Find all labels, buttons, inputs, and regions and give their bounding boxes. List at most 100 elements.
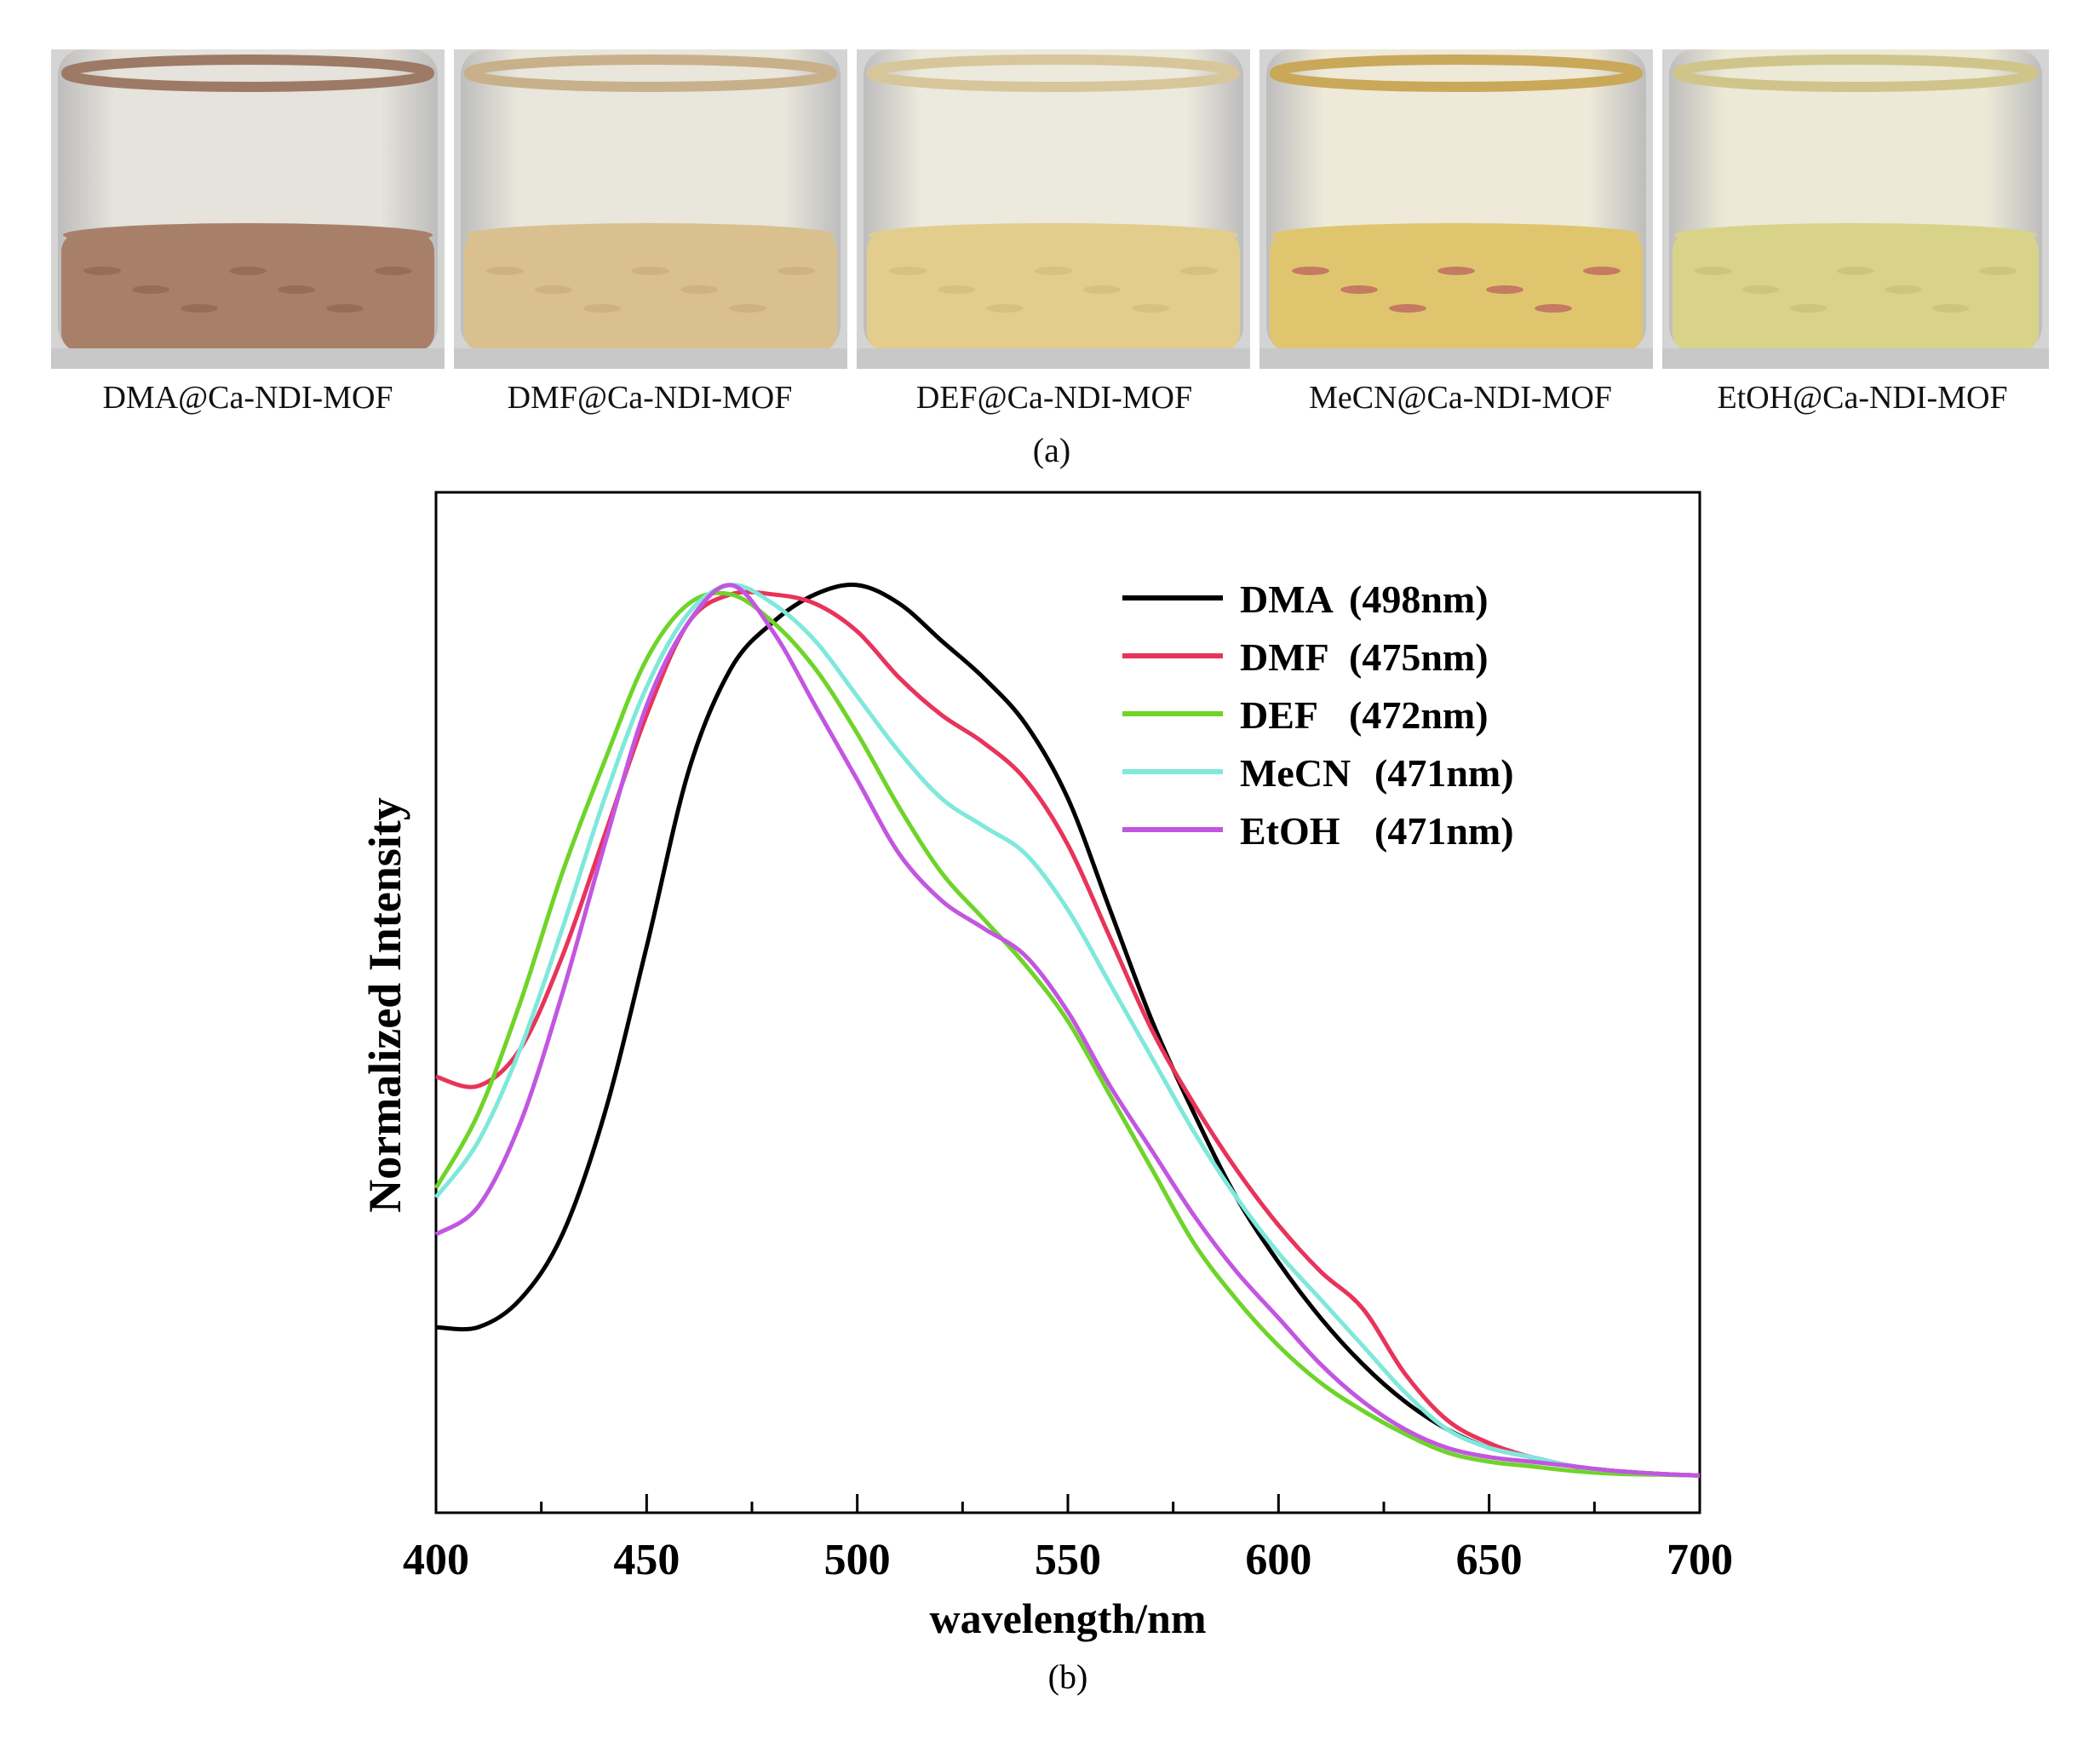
powder-surface xyxy=(63,223,433,247)
legend-label: EtOH xyxy=(1240,809,1340,853)
powder-speck xyxy=(486,267,524,275)
legend-peak: (472nm) xyxy=(1349,693,1489,737)
vial-rim xyxy=(61,55,434,92)
powder-speck xyxy=(326,304,364,313)
vial-caption-def: DEF@Ca-NDI-MOF xyxy=(915,380,1193,416)
powder-surface xyxy=(1271,223,1641,247)
legend-peak: (471nm) xyxy=(1374,751,1514,795)
vial-caption-dmf: DMF@Ca-NDI-MOF xyxy=(507,380,793,416)
powder-speck xyxy=(83,267,121,275)
powder-speck xyxy=(680,285,718,294)
powder-speck xyxy=(889,267,927,275)
vial-powder xyxy=(867,233,1240,352)
x-tick-label: 450 xyxy=(613,1536,680,1584)
powder-speck xyxy=(1389,304,1426,313)
vial-rim xyxy=(464,55,837,92)
vial-drawing xyxy=(454,49,847,369)
powder-speck xyxy=(1837,267,1874,275)
panel-a-label: (a) xyxy=(1032,431,1071,469)
vial-powder xyxy=(1270,233,1643,352)
legend-label: DEF xyxy=(1240,693,1318,737)
photo-bench xyxy=(1259,348,1653,369)
powder-speck xyxy=(1437,267,1475,275)
photo-bench xyxy=(1662,348,2049,369)
photo-bench xyxy=(51,348,445,369)
powder-speck xyxy=(1535,304,1572,313)
series-line-etoh xyxy=(434,583,1701,1478)
vial-photo-dmf xyxy=(454,49,847,369)
powder-speck xyxy=(1486,285,1523,294)
legend-label: MeCN xyxy=(1240,751,1351,795)
powder-surface xyxy=(466,223,835,247)
vial-photo-def xyxy=(857,49,1250,369)
powder-speck xyxy=(1292,267,1329,275)
powder-speck xyxy=(1741,285,1780,294)
powder-speck xyxy=(1979,267,2017,275)
powder-surface xyxy=(1674,223,2037,247)
powder-speck xyxy=(938,285,975,294)
panel-b-label: (b) xyxy=(1048,1658,1088,1696)
legend-label: DMF xyxy=(1240,635,1329,679)
powder-speck xyxy=(1035,267,1072,275)
series-line-mecn xyxy=(434,583,1701,1478)
vial-photo-mecn xyxy=(1259,49,1653,369)
powder-speck xyxy=(1340,285,1378,294)
powder-speck xyxy=(535,285,572,294)
vial-powder xyxy=(1673,233,2039,352)
legend-peak: (471nm) xyxy=(1374,809,1514,853)
powder-speck xyxy=(777,267,815,275)
vial-caption-dma: DMA@Ca-NDI-MOF xyxy=(102,380,393,416)
powder-speck xyxy=(1695,267,1732,275)
powder-speck xyxy=(632,267,669,275)
vial-rim xyxy=(1673,55,2039,92)
photo-bench xyxy=(857,348,1250,369)
powder-speck xyxy=(1931,304,1970,313)
powder-speck xyxy=(1132,304,1169,313)
x-axis-label: wavelength/nm xyxy=(930,1594,1207,1642)
series-line-dma xyxy=(435,583,1701,1478)
vial-rim xyxy=(1270,55,1643,92)
powder-speck xyxy=(278,285,315,294)
vial-photo-dma xyxy=(51,49,445,369)
powder-speck xyxy=(1180,267,1218,275)
powder-speck xyxy=(181,304,218,313)
powder-surface xyxy=(869,223,1238,247)
powder-speck xyxy=(132,285,169,294)
vial-drawing xyxy=(1662,49,2049,369)
legend-peak: (498nm) xyxy=(1349,577,1489,621)
plot-frame xyxy=(434,491,1701,1514)
x-axis-tick-labels: 400 450 500 550 600 650 700 xyxy=(403,1536,1733,1584)
vial-powder xyxy=(61,233,434,352)
x-tick-label: 650 xyxy=(1456,1536,1523,1584)
legend-peak: (475nm) xyxy=(1349,635,1489,679)
vial-drawing xyxy=(51,49,445,369)
powder-speck xyxy=(583,304,621,313)
legend: DMA (498nm) DMF (475nm) DEF (472nm) MeCN (471nm… xyxy=(1122,577,1514,853)
series-lines xyxy=(433,583,1701,1478)
powder-speck xyxy=(229,267,267,275)
vial-rim xyxy=(867,55,1240,92)
y-axis-label: Normalized Intensity xyxy=(359,797,410,1212)
x-axis-ticks xyxy=(434,1494,1701,1513)
vial-drawing xyxy=(857,49,1250,369)
x-tick-label: 550 xyxy=(1035,1536,1101,1584)
powder-speck xyxy=(729,304,766,313)
series-line-def xyxy=(433,590,1701,1478)
x-tick-label: 600 xyxy=(1245,1536,1311,1584)
powder-speck xyxy=(375,267,412,275)
powder-speck xyxy=(1583,267,1621,275)
legend-label: DMA xyxy=(1240,577,1334,621)
x-tick-label: 500 xyxy=(824,1536,891,1584)
vial-powder xyxy=(464,233,837,352)
vial-drawing xyxy=(1259,49,1653,369)
photo-bench xyxy=(454,348,847,369)
powder-speck xyxy=(1884,285,1922,294)
vial-caption-mecn: MeCN@Ca-NDI-MOF xyxy=(1309,380,1612,416)
x-tick-label: 700 xyxy=(1667,1536,1733,1584)
powder-speck xyxy=(1789,304,1827,313)
powder-speck xyxy=(1083,285,1121,294)
vial-caption-etoh: EtOH@Ca-NDI-MOF xyxy=(1717,380,2008,416)
vial-photo-row xyxy=(51,49,2049,369)
vial-photo-etoh xyxy=(1662,49,2049,369)
